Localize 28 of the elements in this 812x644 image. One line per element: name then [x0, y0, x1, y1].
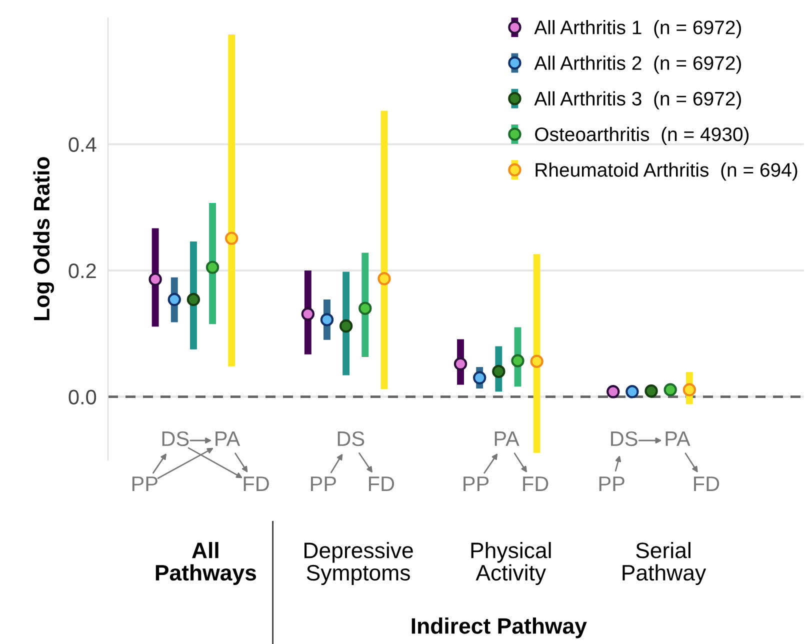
text: FD [244, 476, 269, 491]
text: FD [368, 476, 394, 491]
text: PP [132, 476, 158, 491]
legend-label: Osteoarthritis (n = 4930) [535, 126, 749, 146]
annotation: DS [611, 431, 638, 446]
legend-label: All Arthritis 3 (n = 6972) [534, 91, 741, 110]
text: Indirect Pathway [412, 618, 587, 638]
legend-label: All Arthritis 1 (n = 6972) [534, 20, 741, 38]
annotation: PA [494, 432, 520, 446]
x-tick-label: All Pathways [156, 542, 256, 586]
x-tick-label: Physical Activity [471, 542, 551, 586]
annotation: PA [216, 432, 240, 446]
legend-label: Rheumatoid Arthritis (n = 694) [536, 162, 798, 181]
x-tick-label: Serial Pathway [622, 542, 706, 586]
legend-label: All Arthritis 2 (n = 6972) [534, 56, 741, 74]
y-tick-label: 0.0 [68, 390, 96, 404]
y-tick-label: 0.4 [68, 137, 96, 152]
text: PP [464, 476, 489, 491]
x-tick-label: Depressive Symptoms [304, 542, 413, 586]
text: FD [694, 476, 720, 491]
annotation: DS [338, 431, 364, 446]
annotation: DS [162, 431, 189, 446]
text: PP [599, 476, 624, 491]
annotation: PA [666, 432, 690, 446]
text: PP [310, 476, 336, 491]
y-tick-label: 0.2 [68, 263, 96, 278]
y-axis-title: Log Odds Ratio [33, 157, 54, 320]
text: FD [523, 476, 548, 491]
